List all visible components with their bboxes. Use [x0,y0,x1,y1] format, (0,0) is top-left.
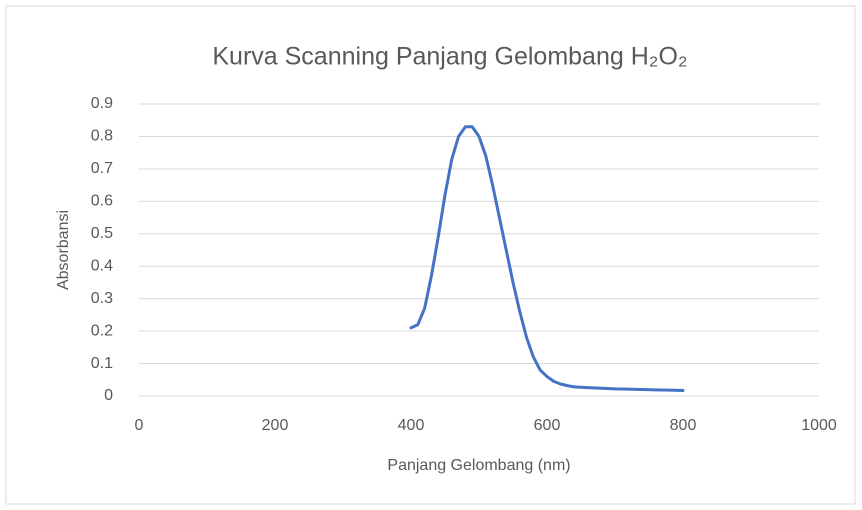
y-tick-label: 0.3 [91,290,113,307]
x-tick-label: 0 [135,417,144,434]
y-tick-label: 0.6 [91,193,113,210]
chart-frame [5,5,856,505]
x-axis-label: Panjang Gelombang (nm) [387,457,570,474]
chart-title: Kurva Scanning Panjang Gelombang H₂O₂ [212,43,687,71]
y-tick-label: 0.5 [91,225,113,242]
y-tick-label: 0.2 [91,322,113,339]
y-tick-label: 0.9 [91,95,113,112]
x-tick-label: 400 [398,417,425,434]
y-tick-label: 0.7 [91,160,113,177]
x-tick-label: 1000 [801,417,837,434]
y-axis-label: Absorbansi [55,210,72,290]
x-tick-label: 200 [262,417,289,434]
x-tick-label: 600 [534,417,561,434]
y-tick-label: 0 [104,387,113,404]
y-tick-label: 0.4 [91,257,113,274]
x-tick-label: 800 [670,417,697,434]
y-tick-label: 0.1 [91,355,113,372]
y-tick-label: 0.8 [91,128,113,145]
data-line [409,125,685,392]
